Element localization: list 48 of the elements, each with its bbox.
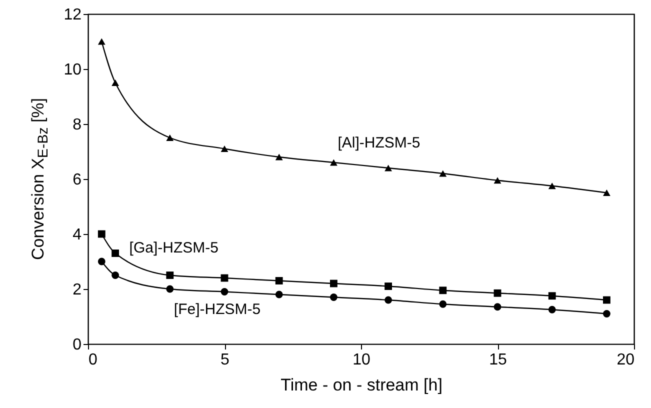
point [384,164,392,172]
point [166,272,174,279]
y-tick-label: 2 [72,282,82,298]
y-tick-label: 6 [72,172,82,188]
x-tick-label: 0 [88,352,98,368]
series-label: [Ga]-HZSM-5 [129,239,218,256]
y-tick-label: 8 [72,116,82,134]
series-label: [Al]-HZSM-5 [338,134,420,152]
point [384,282,392,290]
point [330,159,338,166]
point [166,134,174,141]
x-tick-label: 5 [220,352,230,368]
point [166,285,174,293]
point [439,300,447,308]
point [275,154,283,160]
point [602,310,610,318]
point [330,294,338,301]
y-tick-label: 0 [72,336,82,354]
point [548,182,556,190]
point [98,38,106,45]
y-tick-label: 12 [64,6,82,24]
point [112,250,120,257]
point [384,296,392,304]
point [494,177,502,184]
point [439,170,447,177]
point [330,280,338,288]
point [548,292,556,300]
point [220,288,228,296]
point [112,272,120,279]
point [220,146,228,152]
point [548,306,556,314]
x-tick-label: 15 [489,352,507,368]
point [275,277,283,284]
point [275,290,283,298]
point [494,289,502,297]
point [98,258,106,266]
point [602,190,610,196]
x-tick-label: 10 [352,352,370,368]
point [439,286,447,294]
series-label: [Fe]-HZSM-5 [174,301,261,318]
y-tick-label: 10 [64,62,82,78]
x-tick-label: 20 [616,352,635,368]
point [112,80,120,86]
point [494,303,502,311]
y-tick-label: 4 [72,226,82,244]
point [98,230,106,238]
point [602,296,610,304]
x-axis-title: Time - on - stream [h] [280,376,442,394]
